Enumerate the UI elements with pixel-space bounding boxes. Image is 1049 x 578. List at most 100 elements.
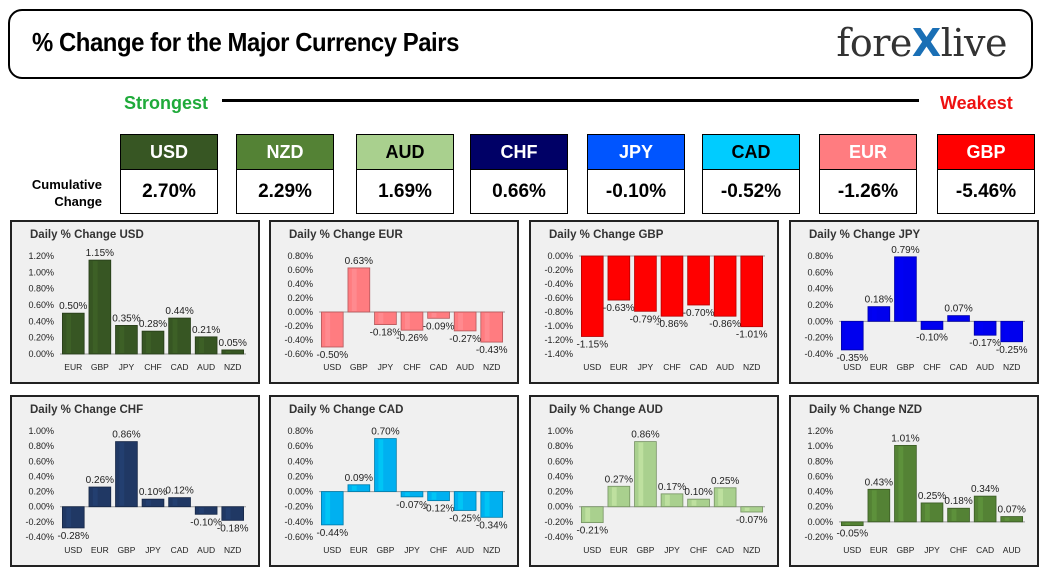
bar-aud [1000,516,1024,523]
bar-chf [400,311,424,331]
y-tick-label: 1.20% [28,251,54,261]
x-tick-label: CHF [663,362,680,372]
data-label: -0.05% [836,529,868,540]
x-tick-label: EUR [870,362,888,372]
bar-highlight [898,446,904,521]
y-tick-label: -1.00% [544,321,573,331]
bar-highlight [691,500,697,506]
chart-title: Daily % Change EUR [289,229,403,241]
currency-tile-usd: USD 2.70% [120,134,218,214]
bar-eur [88,486,112,508]
currency-tile-chf: CHF 0.66% [470,134,568,214]
data-label: 0.07% [944,304,972,315]
x-tick-label: CHF [403,362,420,372]
y-tick-label: -0.40% [284,517,313,527]
y-tick-label: 0.40% [807,487,833,497]
bar-chart: -0.60% -0.40% -0.20% 0.00% 0.20% 0.40% 0.60% 0.… [284,426,508,555]
bar-highlight [378,439,384,491]
data-label: 0.17% [658,482,686,493]
bar-jpy [400,491,424,498]
y-tick-label: 0.80% [28,441,54,451]
data-label: -0.28% [57,531,89,542]
data-label: -1.01% [736,330,768,341]
data-label: -0.34% [476,520,508,531]
currency-tile-eur: EUR -1.26% [819,134,917,214]
x-tick-label: CHF [430,545,447,555]
currency-tile-gbp: GBP -5.46% [937,134,1035,214]
chart-title: Daily % Change AUD [549,404,663,416]
cumulative-change-label: Cumulative Change [28,176,102,210]
bar-highlight [225,350,231,353]
data-label: -0.07% [396,500,428,511]
chart-panel-aud: Daily % Change AUD -0.40% -0.20% 0.00% 0.20%… [529,395,779,567]
x-tick-label: JPY [638,362,654,372]
y-tick-label: 0.80% [547,441,573,451]
data-label: -0.09% [423,321,455,332]
y-tick-label: -0.60% [284,532,313,542]
bar-chart: -0.40% -0.20% 0.00% 0.20% 0.40% 0.60% 0.80% 1.0… [25,426,248,555]
y-tick-label: 0.60% [28,300,54,310]
x-tick-label: CHF [144,362,161,372]
currency-code: AUD [356,134,454,170]
x-tick-label: GBP [117,545,135,555]
bar-highlight [978,322,983,335]
x-tick-label: CHF [950,545,967,555]
bar-highlight [691,257,697,304]
bar-jpy [141,498,165,508]
data-label: 0.27% [605,474,633,485]
y-tick-label: 0.00% [28,349,54,359]
y-tick-label: 0.00% [287,487,313,497]
bar-eur [607,255,631,301]
currency-code: NZD [236,134,334,170]
header-banner: % Change for the Major Currency Pairs fo… [8,9,1033,79]
bar-eur [61,312,85,355]
x-tick-label: JPY [145,545,161,555]
cumulative-value: 0.66% [470,170,568,214]
x-tick-label: USD [64,545,82,555]
chart-panel-nzd: Daily % Change NZD -0.20% 0.00% 0.20% 0.40% 0… [789,395,1039,567]
bar-highlight [66,507,72,527]
logo-text-left: fore [836,21,912,65]
data-label: 0.05% [219,338,247,349]
y-tick-label: 0.40% [547,471,573,481]
y-tick-label: 0.00% [287,307,313,317]
currency-code: CAD [702,134,800,170]
bar-gbp [88,259,112,355]
y-tick-label: -0.20% [25,517,54,527]
x-tick-label: JPY [924,545,940,555]
x-tick-label: AUD [1003,545,1021,555]
data-label: 0.50% [59,301,87,312]
bar-highlight [66,314,72,353]
bar-highlight [1004,322,1010,341]
x-tick-label: EUR [870,545,888,555]
data-label: -0.17% [969,338,1001,349]
data-label: 0.21% [192,325,220,336]
x-tick-label: NZD [1003,362,1020,372]
data-label: 0.25% [711,476,739,487]
y-tick-label: 0.80% [807,456,833,466]
y-tick-label: 0.00% [807,517,833,527]
data-label: 0.79% [891,245,919,256]
bar-eur [347,484,371,492]
data-label: -0.26% [396,333,428,344]
cumulative-value: -5.46% [937,170,1035,214]
chart-panel-chf: Daily % Change CHF -0.40% -0.20% 0.00% 0.20%… [10,395,260,567]
bar-nzd [740,255,764,328]
bar-highlight [378,313,384,324]
y-tick-label: 0.80% [287,426,313,436]
bar-highlight [585,257,591,336]
x-tick-label: JPY [664,545,680,555]
bar-highlight [458,492,463,510]
cumulative-value: 2.70% [120,170,218,214]
data-label: 0.25% [918,491,946,502]
bar-gbp [894,444,917,523]
x-tick-label: AUD [197,545,215,555]
x-tick-label: CAD [976,545,994,555]
data-label: 0.10% [684,487,712,498]
bar-chart: -1.40% -1.20% -1.00% -0.80% -0.60% -0.40% -0.2… [544,251,768,372]
y-tick-label: -0.40% [284,335,313,345]
y-tick-label: -1.20% [544,335,573,345]
x-tick-label: EUR [350,545,368,555]
data-label: -1.15% [576,340,608,351]
bar-gbp [894,256,917,322]
